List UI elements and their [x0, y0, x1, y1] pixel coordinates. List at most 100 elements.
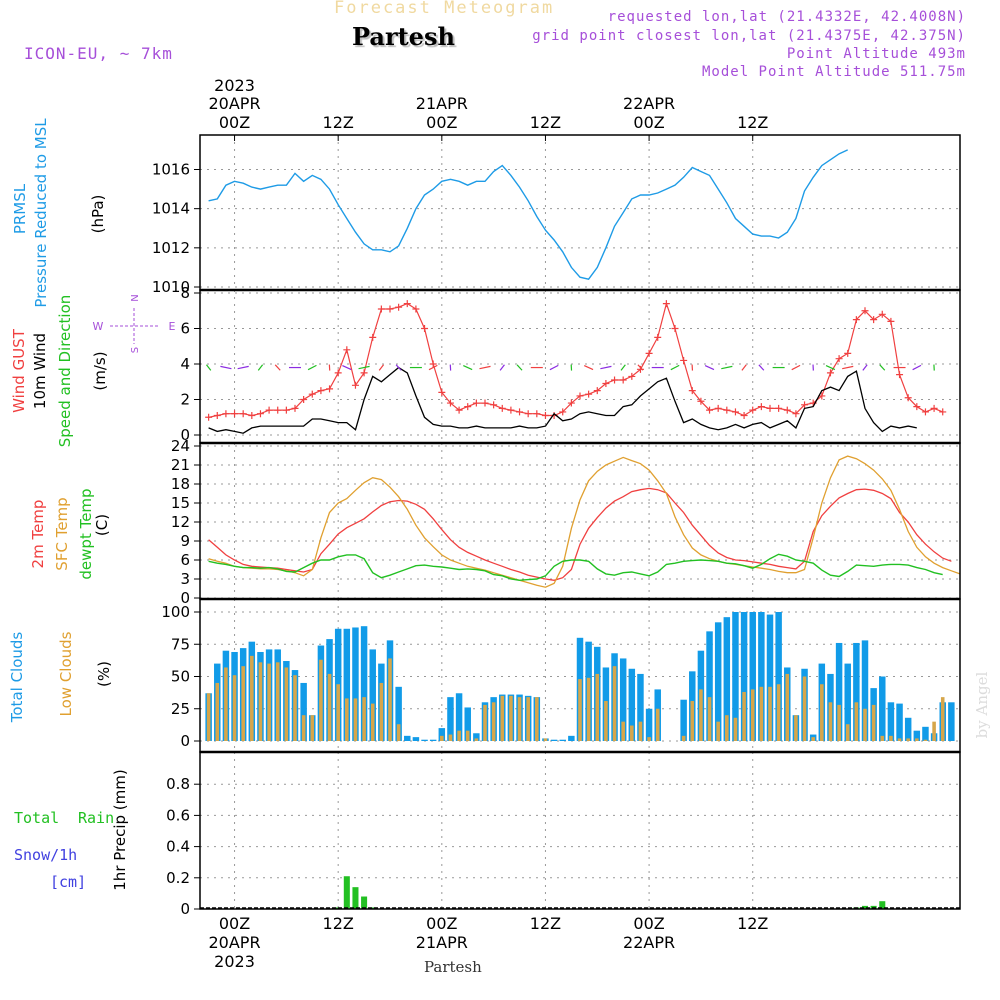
y-tick-label: 3: [180, 570, 190, 588]
y-tick-label: 9: [180, 532, 190, 550]
gust-point-marker: [835, 355, 843, 363]
top-time-label: 00Z: [219, 113, 250, 132]
bar-total-cloud: [749, 612, 756, 741]
y-tick-label: 0: [180, 732, 190, 750]
y-tick-label: 0.8: [166, 775, 190, 793]
gust-point-marker: [438, 388, 446, 396]
page-title: Partesh: [352, 22, 455, 51]
gust-point-marker: [706, 406, 714, 414]
bar-total-cloud: [438, 728, 446, 741]
gust-point-marker: [524, 410, 532, 418]
gust-point-marker: [464, 403, 472, 411]
bar-low-cloud: [379, 682, 384, 741]
wind-direction-arrow: [721, 365, 733, 370]
y-tick-label: 50: [171, 668, 190, 686]
bar-low-cloud: [699, 689, 703, 741]
bar-total-rain: [861, 905, 869, 909]
wind-direction-arrow: [741, 364, 747, 371]
footer-location: Partesh: [424, 958, 482, 976]
top-date-label: 21APR: [416, 94, 468, 113]
gust-point-marker: [265, 406, 273, 414]
gust-point-marker: [490, 401, 498, 409]
bar-low-cloud: [889, 735, 893, 741]
gust-point-marker: [481, 399, 489, 407]
wind-direction-arrow: [274, 364, 281, 371]
gust-point-marker: [231, 410, 239, 418]
bar-low-cloud: [811, 737, 815, 741]
top-time-label: 00Z: [633, 113, 664, 132]
gust-point-marker: [611, 376, 619, 384]
wind-direction-arrow: [758, 364, 765, 371]
gust-point-marker: [559, 408, 567, 416]
gust-point-marker: [878, 310, 886, 318]
bar-low-cloud: [483, 704, 487, 741]
bar-total-cloud: [421, 739, 428, 741]
wind-direction-arrow: [549, 364, 559, 371]
y-tick-label: 1016: [152, 161, 190, 179]
gust-point-marker: [516, 408, 524, 416]
gust-point-marker: [369, 333, 377, 341]
bar-total-cloud: [913, 730, 921, 741]
gust-point-marker: [852, 316, 860, 324]
bar-total-cloud: [559, 739, 566, 741]
bar-total-cloud: [352, 627, 359, 741]
bar-total-cloud: [473, 733, 480, 741]
gust-point-marker: [688, 387, 696, 395]
gust-point-marker: [377, 305, 385, 313]
compass-west: W: [93, 320, 104, 333]
gust-point-marker: [913, 403, 921, 411]
bar-total-cloud: [758, 612, 765, 741]
bar-low-cloud: [250, 655, 254, 741]
bar-total-cloud: [904, 717, 912, 741]
bar-low-cloud: [802, 676, 807, 741]
gust-point-marker: [343, 346, 351, 354]
bar-low-cloud: [284, 667, 289, 741]
bar-low-cloud: [465, 730, 470, 741]
bar-low-cloud: [474, 738, 479, 741]
gust-point-marker: [256, 410, 264, 418]
gust-point-marker: [723, 406, 731, 414]
bar-low-cloud: [275, 662, 280, 741]
gust-point-marker: [896, 371, 904, 379]
gust-point-marker: [861, 307, 869, 315]
bottom-date-label: 21APR: [416, 933, 468, 952]
bar-low-cloud: [440, 735, 444, 741]
bar-low-cloud: [319, 659, 323, 741]
bar-total-rain: [352, 887, 359, 909]
model-altitude: Model Point Altitude 511.75m: [701, 64, 966, 80]
panel-frame-pressure: [199, 134, 961, 291]
bar-total-cloud: [568, 735, 575, 741]
bar-low-cloud: [517, 697, 522, 741]
bar-low-cloud: [733, 717, 738, 741]
gust-point-marker: [870, 316, 878, 324]
y-tick-label: 100: [161, 603, 190, 621]
bar-low-cloud: [543, 738, 548, 741]
bar-low-cloud: [759, 686, 764, 741]
gust-point-marker: [274, 406, 282, 414]
bottom-time-label: 00Z: [633, 914, 664, 933]
wind-direction-arrow: [463, 364, 473, 371]
gust-point-marker: [628, 372, 636, 380]
wind-direction-arrow: [825, 364, 836, 371]
wind-direction-arrow: [637, 364, 644, 371]
bar-low-cloud: [224, 667, 228, 741]
wind-direction-arrow: [395, 364, 402, 371]
bar-total-cloud: [879, 676, 886, 741]
bar-total-rain: [369, 907, 376, 909]
gust-point-marker: [317, 387, 325, 395]
bar-low-cloud: [457, 730, 461, 741]
bar-low-cloud: [345, 698, 349, 741]
bar-low-cloud: [362, 697, 366, 741]
gust-point-marker: [239, 410, 247, 418]
wind-direction-arrow: [358, 365, 370, 370]
wind-direction-arrow: [499, 364, 505, 371]
gust-point-marker: [671, 325, 679, 332]
gust-point-marker: [585, 390, 593, 398]
bar-low-cloud: [820, 684, 824, 741]
bar-low-cloud: [880, 735, 885, 741]
bar-low-cloud: [267, 663, 271, 741]
bottom-time-label: 12Z: [737, 914, 768, 933]
precip-snow-label: Snow/1h: [14, 846, 78, 864]
gust-point-marker: [593, 387, 601, 395]
bar-low-cloud: [491, 702, 496, 741]
